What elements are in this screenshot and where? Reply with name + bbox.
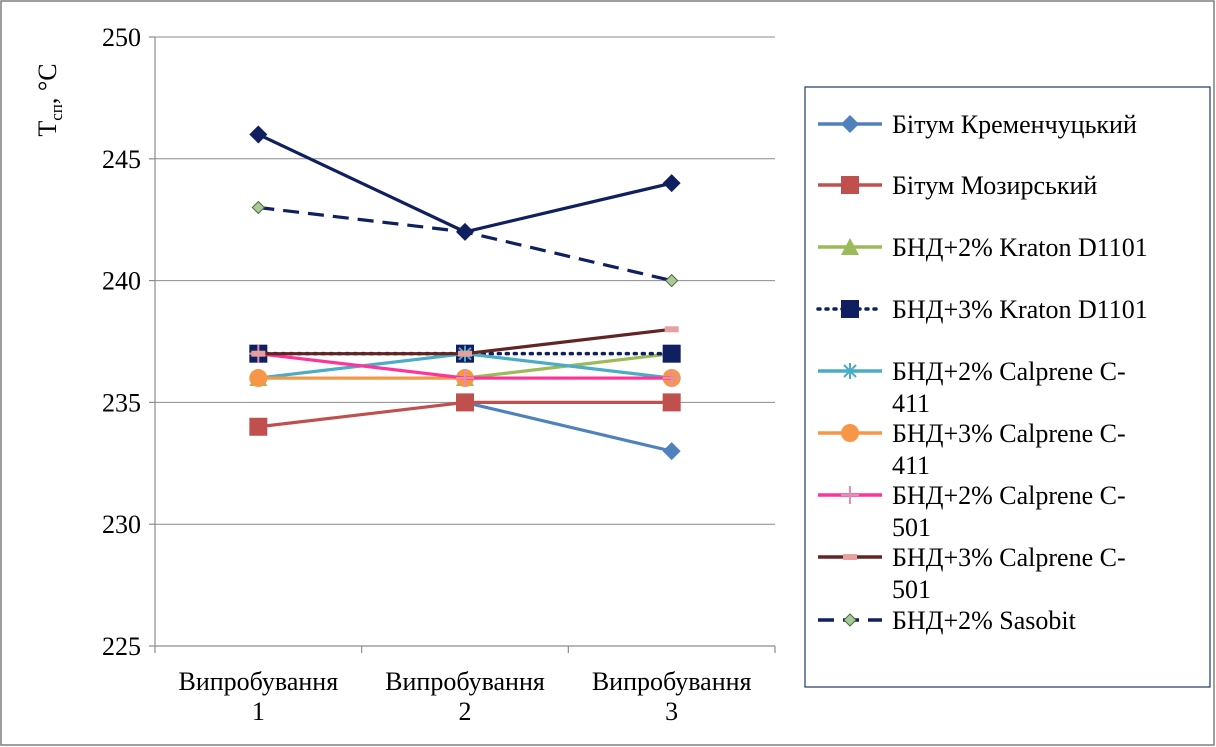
data-point: 235 bbox=[662, 393, 681, 412]
legend-label: Бітум Мозирський bbox=[892, 171, 1097, 200]
data-point: 237 bbox=[662, 344, 681, 363]
legend-item: БНД+3% Calprene C-501 bbox=[818, 543, 1126, 604]
legend-label: БНД+2% Sasobit bbox=[892, 606, 1077, 635]
y-tick-label: 230 bbox=[102, 510, 141, 539]
y-tick-label: 235 bbox=[102, 388, 141, 417]
data-point: 236 bbox=[456, 369, 474, 388]
legend-label: БНД+3% Kraton D1101 bbox=[892, 295, 1148, 324]
legend-swatch-marker bbox=[841, 424, 859, 442]
legend-swatch-marker bbox=[841, 486, 859, 504]
legend-item: Бітум Кременчуцький bbox=[818, 110, 1137, 139]
data-point: 234 bbox=[249, 417, 268, 436]
legend-swatch-marker bbox=[843, 613, 857, 627]
data-point: 236 bbox=[249, 369, 268, 388]
data-point: 244 bbox=[662, 174, 681, 193]
data-point: 236 bbox=[662, 369, 681, 388]
data-point: 237 bbox=[458, 350, 472, 357]
legend-swatch-marker bbox=[843, 554, 857, 560]
legend-label: БНД+3% Calprene C-501 bbox=[892, 543, 1126, 604]
data-point: 235 bbox=[456, 393, 474, 412]
y-tick-label: 250 bbox=[102, 23, 141, 52]
series-2: 234 235 235 bbox=[249, 393, 681, 436]
legend-item: БНД+3% Kraton D1101 bbox=[816, 295, 1148, 324]
y-tick-label: 240 bbox=[102, 267, 141, 296]
data-point: 240 bbox=[664, 273, 679, 288]
x-tick-label: Випробування 2 bbox=[385, 667, 545, 726]
marker-stroke bbox=[843, 364, 857, 378]
legend-swatch-marker bbox=[841, 115, 859, 133]
legend-label: БНД+2% Kraton D1101 bbox=[892, 233, 1148, 262]
y-axis-label: Тсп, °С bbox=[33, 63, 66, 136]
legend-swatch-marker bbox=[841, 300, 859, 318]
data-point: 243 bbox=[251, 200, 266, 215]
legend: Бітум Кременчуцький Бітум Мозирський БНД+2… bbox=[804, 86, 1211, 688]
x-tick-label: Випробування 1 bbox=[178, 667, 338, 726]
series-8: 237 237 238 bbox=[251, 326, 679, 357]
data-point: 242 bbox=[456, 222, 474, 241]
legend-swatch-marker bbox=[841, 176, 859, 194]
x-tick-label: Випробування 3 bbox=[592, 667, 752, 726]
data-point: 238 bbox=[664, 326, 679, 333]
legend-item: БНД+2% Kraton D1101 bbox=[818, 233, 1148, 262]
series-line bbox=[464, 400, 673, 453]
legend-item: Бітум Мозирський bbox=[818, 171, 1097, 200]
legend-item: БНД+2% Sasobit bbox=[818, 606, 1077, 635]
legend-item: БНД+2% Calprene C-501 bbox=[818, 481, 1126, 542]
data-point: 237 bbox=[251, 350, 266, 357]
series-layer: 2352332342352352362362372372372372362372… bbox=[249, 125, 681, 461]
series-10: 246 242 244 bbox=[249, 125, 681, 241]
legend-swatch-marker bbox=[842, 363, 858, 379]
data-point: 246 bbox=[249, 125, 268, 144]
legend-item: БНД+2% Calprene C-411 bbox=[818, 357, 1126, 418]
legend-swatch-marker bbox=[841, 238, 859, 255]
legend-label: БНД+2% Calprene C-411 bbox=[892, 357, 1126, 418]
legend-label: БНД+3% Calprene C-411 bbox=[892, 419, 1126, 480]
data-point: 233 bbox=[662, 442, 681, 461]
y-tick-labels: 225 230 235 240 245 250 bbox=[102, 23, 141, 661]
legend-box bbox=[804, 86, 1211, 688]
legend-item: БНД+3% Calprene C-411 bbox=[818, 419, 1126, 480]
x-tick-labels: Випробування 1 Випробування 2 Випробування 3 bbox=[178, 667, 751, 726]
y-tick-label: 245 bbox=[102, 145, 141, 174]
legend-label: Бітум Кременчуцький bbox=[892, 110, 1137, 139]
y-tick-label: 225 bbox=[102, 632, 141, 661]
axes bbox=[149, 36, 776, 653]
legend-label: БНД+2% Calprene C-501 bbox=[892, 481, 1126, 542]
